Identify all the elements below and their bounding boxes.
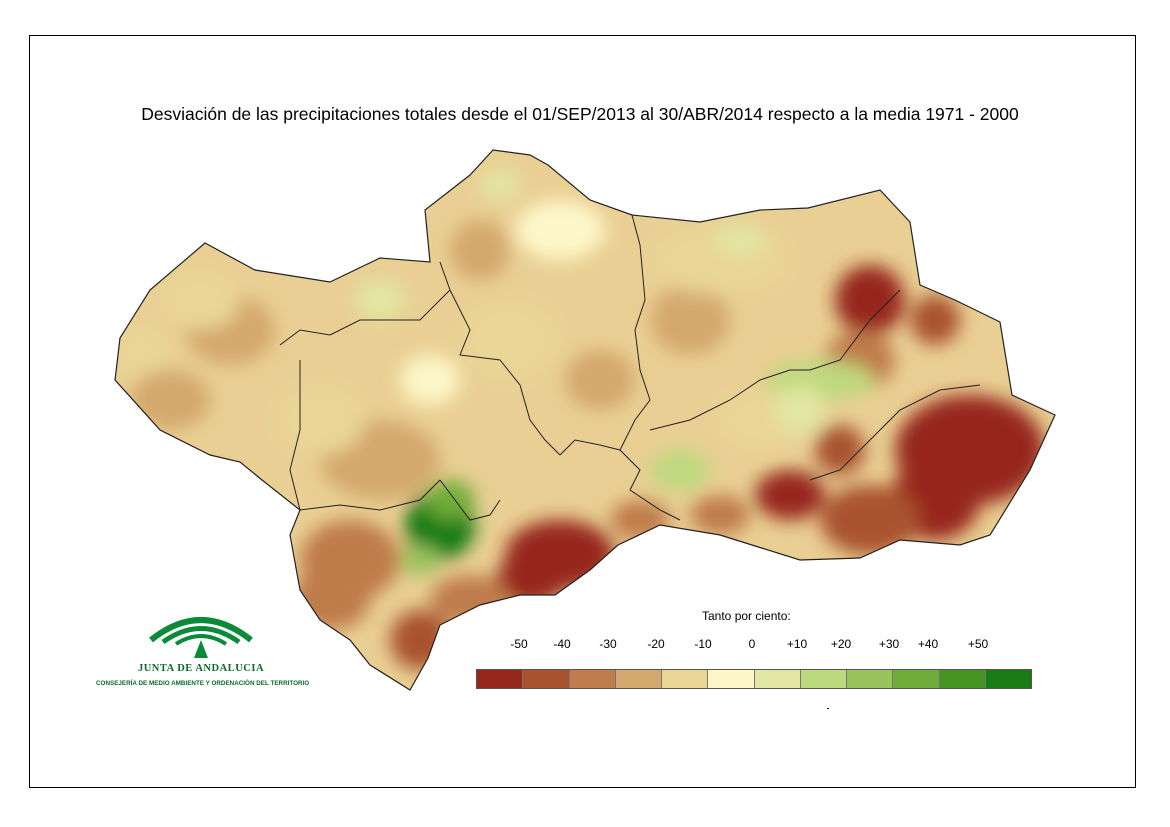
legend-swatch	[754, 670, 801, 688]
legend-swatch	[569, 670, 616, 688]
precip-zone	[400, 545, 440, 575]
precip-zone	[275, 385, 365, 455]
legend-caption: Tanto por ciento:	[702, 609, 791, 623]
legend-swatch	[662, 670, 709, 688]
precip-zone	[650, 285, 730, 355]
precip-zone	[130, 370, 210, 430]
legend-swatch	[800, 670, 847, 688]
map-title: Desviación de las precipitaciones totale…	[141, 104, 1019, 124]
legend-label: +10	[786, 637, 808, 651]
legend-swatch	[708, 670, 755, 688]
legend-label: -10	[694, 637, 712, 651]
precip-zone	[715, 225, 765, 255]
precip-zone	[515, 200, 605, 260]
precip-zone	[400, 355, 460, 405]
legend-swatch	[615, 670, 662, 688]
precip-zone	[160, 270, 240, 330]
precip-zone	[450, 220, 510, 280]
legend-label: +20	[830, 637, 852, 651]
legend-label: -40	[553, 637, 571, 651]
precip-zone	[425, 480, 475, 520]
precip-zone	[820, 485, 920, 555]
legend-swatch	[893, 670, 940, 688]
province-borders	[279, 214, 981, 521]
precip-zone	[650, 450, 710, 490]
legend-swatch	[985, 670, 1031, 688]
legend-labels: -50 -40 -30 -20 -10 0 +10 +20 +30 +40 +5…	[0, 637, 1170, 653]
legend-label: -30	[599, 637, 617, 651]
legend-label: +50	[967, 637, 989, 651]
precip-zone	[565, 350, 635, 410]
precip-zone	[835, 265, 905, 335]
legend-swatch	[523, 670, 570, 688]
legend-label: -50	[510, 637, 528, 651]
legend-swatch	[477, 670, 524, 688]
legend-label: -20	[647, 637, 665, 651]
precip-zone	[495, 555, 565, 605]
precip-zone	[755, 470, 825, 520]
precip-zone	[460, 300, 560, 380]
legend-label: +30	[878, 637, 900, 651]
precip-zone	[355, 280, 405, 320]
legend-swatch	[939, 670, 986, 688]
precip-zone	[910, 295, 960, 345]
stray-dot	[827, 708, 829, 709]
logo-subtitle: CONSEJERÍA DE MEDIO AMBIENTE Y ORDENACIÓ…	[96, 680, 310, 687]
map-frame	[29, 35, 1136, 788]
precip-zone	[690, 495, 750, 535]
precip-zone	[775, 385, 825, 435]
legend-label: +40	[917, 637, 939, 651]
precip-zone	[480, 170, 520, 200]
legend-swatch	[847, 670, 894, 688]
precip-zone	[115, 325, 170, 375]
precip-zone	[815, 425, 865, 475]
legend-label: 0	[748, 637, 756, 651]
logo-name: JUNTA DE ANDALUCIA	[137, 663, 265, 674]
logo-arcs-icon	[149, 617, 253, 658]
junta-de-andalucia-logo: JUNTA DE ANDALUCIA CONSEJERÍA DE MEDIO A…	[96, 600, 316, 695]
legend-color-bar	[476, 669, 1032, 689]
